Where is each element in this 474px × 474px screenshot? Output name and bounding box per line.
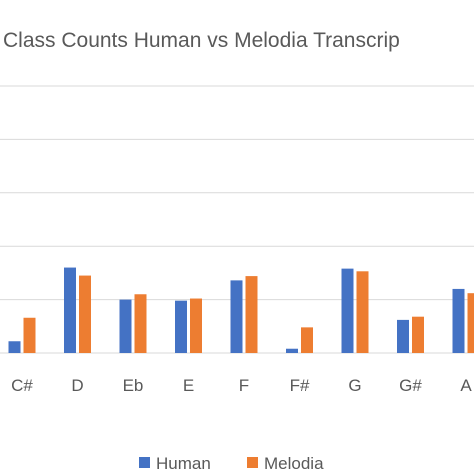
bar-melodia-1 xyxy=(79,275,91,353)
legend: Human Melodia xyxy=(139,454,324,473)
bar-human-1 xyxy=(64,267,76,353)
x-tick-label: F# xyxy=(290,376,310,395)
bar-human-0 xyxy=(8,341,21,353)
bar-human-7 xyxy=(397,319,409,353)
bar-human-4 xyxy=(230,280,243,353)
bar-melodia-2 xyxy=(134,294,147,353)
bar-human-8 xyxy=(452,288,465,353)
bar-human-3 xyxy=(175,300,187,353)
x-tick-label: Eb xyxy=(123,376,144,395)
chart-title: Class Counts Human vs Melodia Transcrip xyxy=(3,29,400,52)
x-tick-label: F xyxy=(239,376,249,395)
bar-human-6 xyxy=(341,268,354,353)
x-tick-label: A xyxy=(460,376,472,395)
x-tick-label: D xyxy=(71,376,83,395)
x-tick-label: C# xyxy=(11,376,33,395)
x-tick-label: G# xyxy=(399,376,422,395)
x-tick-label: G xyxy=(348,376,361,395)
bar-human-5 xyxy=(286,348,298,353)
legend-label-melodia: Melodia xyxy=(264,454,324,473)
bar-human-2 xyxy=(119,299,132,353)
bar-melodia-6 xyxy=(356,271,369,353)
legend-swatch-melodia xyxy=(247,457,258,468)
bar-melodia-5 xyxy=(301,327,313,353)
legend-label-human: Human xyxy=(156,454,211,473)
bars xyxy=(8,267,474,353)
bar-melodia-4 xyxy=(245,276,258,353)
bar-melodia-7 xyxy=(412,316,424,353)
x-tick-label: E xyxy=(183,376,194,395)
bar-melodia-3 xyxy=(190,298,202,353)
legend-swatch-human xyxy=(139,457,150,468)
bar-melodia-0 xyxy=(23,317,36,353)
x-axis: C# D Eb E F F# G G# A xyxy=(11,376,472,395)
bar-melodia-8 xyxy=(467,293,474,353)
